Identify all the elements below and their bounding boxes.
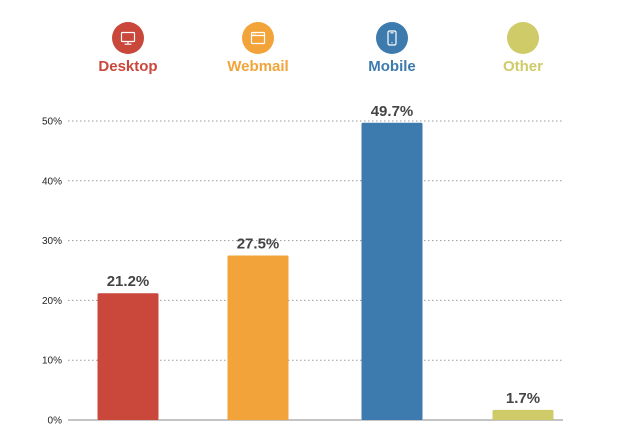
category-label-mobile: Mobile (368, 58, 416, 75)
category-legend: Desktop Webmail Mobile Other (98, 22, 543, 75)
bar-webmail (227, 255, 289, 420)
value-label-mobile: 49.7% (371, 103, 414, 120)
category-label-desktop: Desktop (98, 58, 157, 75)
value-labels: 21.2% 27.5% 49.7% 1.7% (107, 103, 540, 407)
legend-item-mobile: Mobile (368, 22, 416, 75)
bar-desktop (97, 293, 159, 420)
y-axis-ticks: 0% 10% 20% 30% 40% 50% (42, 117, 62, 427)
y-tick-label: 0% (48, 416, 63, 427)
y-tick-label: 20% (42, 296, 62, 307)
legend-circle-desktop (112, 22, 144, 54)
category-label-other: Other (503, 58, 543, 75)
bars (97, 122, 554, 420)
bar-mobile (361, 122, 423, 420)
y-tick-label: 10% (42, 356, 62, 367)
legend-item-desktop: Desktop (98, 22, 158, 75)
desktop-monitor-icon (120, 31, 136, 45)
bar-other (492, 409, 554, 420)
y-tick-label: 40% (42, 176, 62, 187)
legend-item-webmail: Webmail (227, 22, 289, 75)
value-label-other: 1.7% (506, 390, 540, 407)
legend-circle-webmail (242, 22, 274, 54)
y-tick-label: 50% (42, 117, 62, 128)
legend-item-other: Other (503, 22, 543, 75)
legend-circle-other (507, 22, 539, 54)
mobile-phone-icon (387, 30, 397, 46)
value-label-webmail: 27.5% (237, 236, 280, 253)
value-label-desktop: 21.2% (107, 273, 150, 290)
legend-circle-mobile (376, 22, 408, 54)
category-label-webmail: Webmail (227, 58, 288, 75)
y-tick-label: 30% (42, 236, 62, 247)
webmail-browser-icon (250, 31, 266, 45)
